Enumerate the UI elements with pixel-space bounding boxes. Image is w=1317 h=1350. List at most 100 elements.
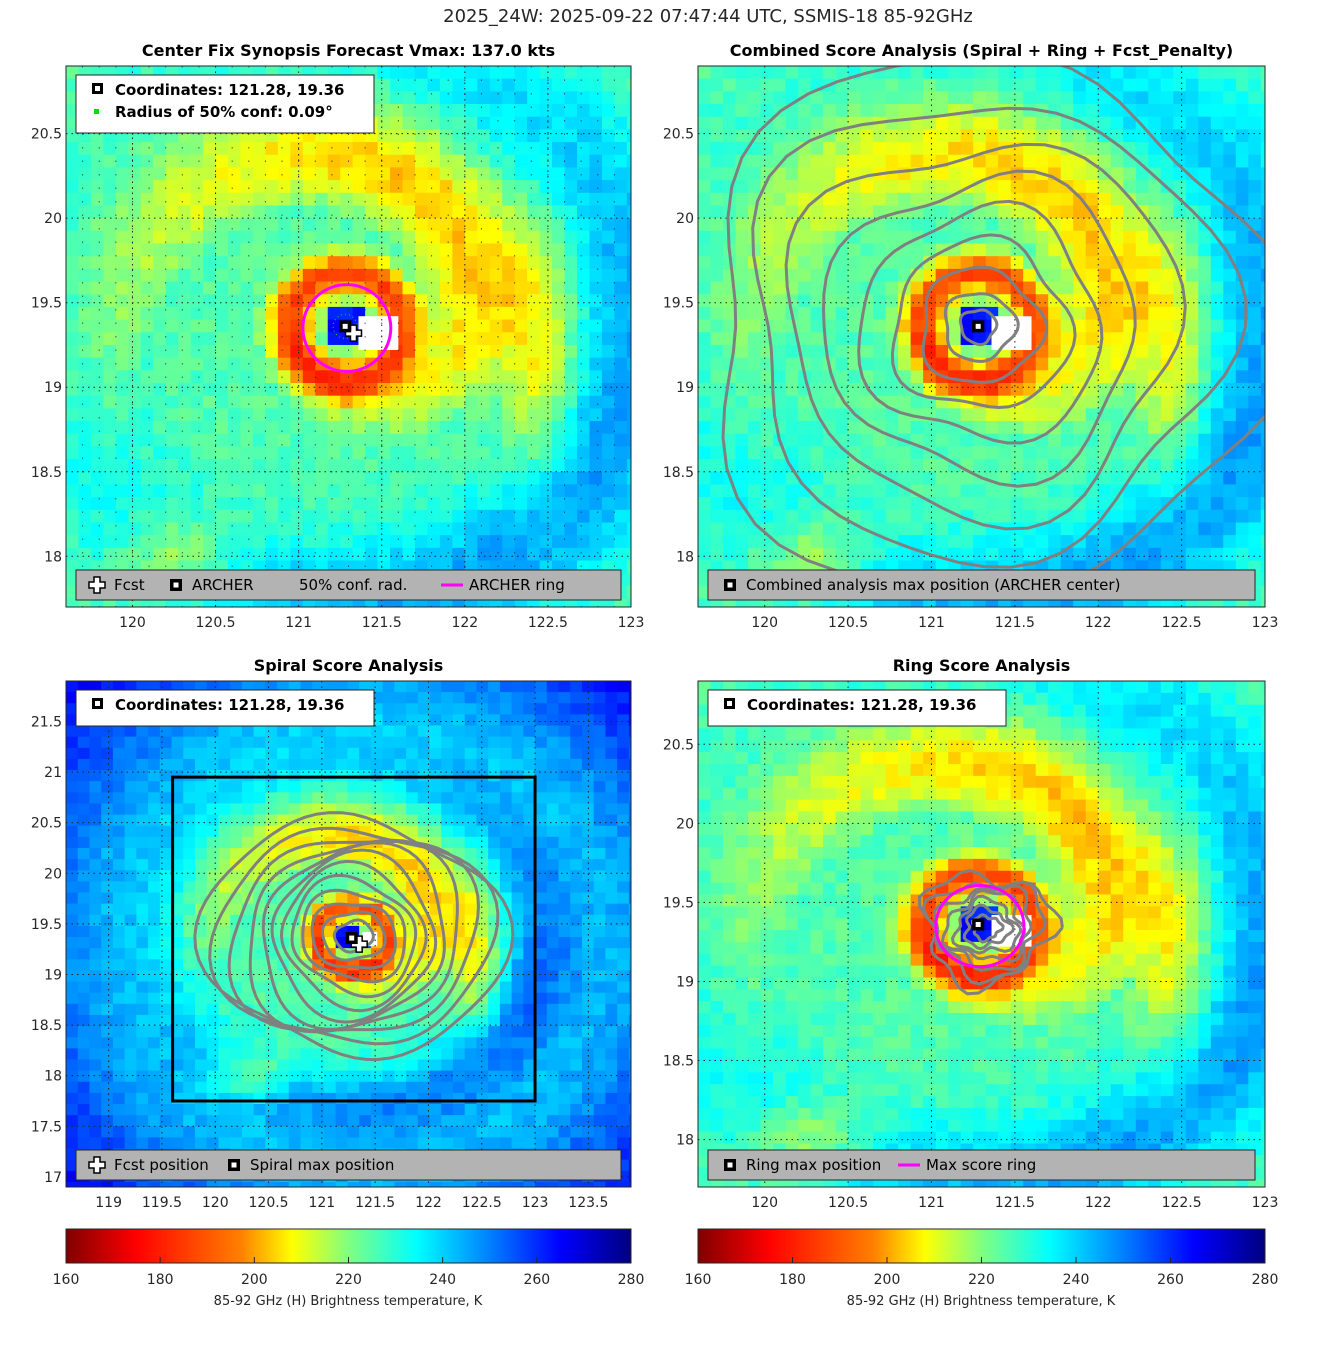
y-tick-label: 19.5 [663, 895, 694, 911]
x-tick-label: 120.5 [828, 1195, 868, 1211]
x-tick-label: 120.5 [249, 1195, 289, 1211]
colorbar-tick-label: 160 [53, 1272, 80, 1288]
x-tick-label: 121.5 [355, 1195, 395, 1211]
y-tick-label: 18.5 [31, 465, 62, 481]
panel-title: Center Fix Synopsis Forecast Vmax: 137.0… [142, 41, 555, 60]
y-tick-label: 18 [676, 1133, 694, 1149]
legend-archer-icon-inner [727, 582, 733, 588]
y-tick-label: 20 [44, 211, 62, 227]
x-tick-label: 120.5 [196, 615, 236, 631]
panel-center-fix-synopsis: 120 120.5 121 121.5 122 122.5 123 18 18.5 19 19.5 2… [31, 41, 645, 631]
x-tick-label: 122 [451, 615, 478, 631]
colorbar-left: 160 180 200 220 240 260 280 85-92 GHz (H) Brig… [53, 1228, 645, 1309]
panel-ring-score: 120 120.5 121 121.5 122 122.5 123 18 18.5 19 19.5 2… [663, 656, 1279, 1211]
info-line: Coordinates: 121.28, 19.36 [115, 696, 344, 714]
no-data-region [358, 316, 399, 351]
x-tick-label: 121.5 [995, 615, 1035, 631]
combined-score-contour [943, 292, 1020, 363]
x-tick-label: 122 [1085, 615, 1112, 631]
y-tick-label: 20.5 [31, 127, 62, 143]
figure-suptitle: 2025_24W: 2025-09-22 07:47:44 UTC, SSMIS… [443, 6, 973, 27]
combined-score-contour [751, 106, 1248, 569]
colorbar-right-label: 85-92 GHz (H) Brightness temperature, K [847, 1294, 1116, 1309]
y-tick-label: 20.5 [31, 816, 62, 832]
legend-label: Fcst position [114, 1156, 209, 1174]
spiral-score-contour [193, 811, 515, 1062]
info-line: Coordinates: 121.28, 19.36 [115, 81, 344, 99]
combined-score-contour [784, 142, 1187, 531]
x-tick-label: 122.5 [1162, 615, 1202, 631]
colorbar-tick-label: 240 [429, 1272, 456, 1288]
spiral-score-contour [310, 902, 397, 970]
info-box [75, 74, 375, 134]
x-tick-label: 123.5 [568, 1195, 608, 1211]
colorbar-tick-label: 180 [779, 1272, 806, 1288]
ring-score-contour [962, 903, 1016, 951]
legend-fcst-icon [88, 576, 106, 594]
combined-score-contour [721, 66, 1265, 596]
legend-bar [75, 1149, 622, 1181]
y-tick-label: 20 [676, 816, 694, 832]
y-tick-label: 19.5 [31, 296, 62, 312]
x-tick-label: 122.5 [462, 1195, 502, 1211]
spiral-score-contour [279, 859, 428, 1013]
colorbar-tick-label: 280 [1252, 1272, 1279, 1288]
y-tick-label: 19.5 [663, 296, 694, 312]
legend-label: ARCHER ring [469, 576, 565, 594]
info-line: Radius of 50% conf: 0.09° [115, 103, 333, 121]
colorbar-tick-label: 260 [1157, 1272, 1184, 1288]
panel-combined-score: 120 120.5 121 121.5 122 122.5 123 18 18.5 19 19.5 2… [663, 41, 1279, 631]
brightness-temperature-image [698, 66, 1265, 607]
brightness-temperature-image [66, 66, 631, 607]
axes-frame [697, 65, 1266, 608]
y-tick-label: 18.5 [663, 1054, 694, 1070]
x-tick-label: 120 [751, 615, 778, 631]
colorbar-tick-label: 280 [618, 1272, 645, 1288]
conf-dot-icon [94, 109, 99, 114]
archer-ring [301, 283, 393, 373]
x-tick-label: 123 [1252, 1195, 1279, 1211]
y-tick-label: 19 [44, 967, 62, 983]
panel-title: Ring Score Analysis [893, 656, 1071, 675]
brightness-temperature-image [66, 681, 631, 1187]
colorbar-tick-label: 200 [874, 1272, 901, 1288]
ring-score-contour [932, 884, 1033, 972]
axes-frame [65, 680, 632, 1188]
archer-center-marker-inner [349, 935, 355, 941]
legend-bar [707, 1149, 1256, 1181]
panel-title: Combined Score Analysis (Spiral + Ring +… [730, 41, 1233, 60]
legend-label: ARCHER [192, 576, 254, 594]
y-tick-label: 18.5 [31, 1018, 62, 1034]
y-tick-label: 17.5 [31, 1119, 62, 1135]
x-tick-label: 123 [1252, 615, 1279, 631]
combined-score-contour [921, 265, 1049, 384]
x-tick-label: 121.5 [362, 615, 402, 631]
legend-label: Spiral max position [250, 1156, 394, 1174]
legend-bar [707, 569, 1256, 601]
spiral-search-box [171, 775, 537, 1103]
colorbar-tick-label: 260 [523, 1272, 550, 1288]
y-tick-label: 18.5 [663, 465, 694, 481]
x-tick-label: 122.5 [1162, 1195, 1202, 1211]
panel-title: Spiral Score Analysis [254, 656, 444, 675]
x-tick-label: 119 [95, 1195, 122, 1211]
colorbar-right: 160 180 200 220 240 260 280 85-92 GHz (H) Brig… [685, 1228, 1279, 1309]
axes-frame [697, 680, 1266, 1188]
x-tick-label: 123 [618, 615, 645, 631]
x-tick-label: 121.5 [995, 1195, 1035, 1211]
info-box [707, 689, 1007, 727]
legend-archer-icon-inner [173, 582, 179, 588]
brightness-temperature-image [698, 681, 1265, 1187]
info-square-icon-inner [95, 701, 100, 706]
combined-score-contour [890, 233, 1077, 410]
x-tick-label: 123 [522, 1195, 549, 1211]
combined-score-contour [821, 169, 1137, 488]
archer-ring [934, 884, 1026, 969]
y-tick-label: 19 [44, 380, 62, 396]
info-line: Coordinates: 121.28, 19.36 [747, 696, 976, 714]
legend-label: Ring max position [746, 1156, 881, 1174]
no-data-region [991, 316, 1032, 351]
colorbar-tick-label: 200 [241, 1272, 268, 1288]
y-tick-label: 18 [44, 549, 62, 565]
spiral-score-contour [301, 888, 407, 984]
